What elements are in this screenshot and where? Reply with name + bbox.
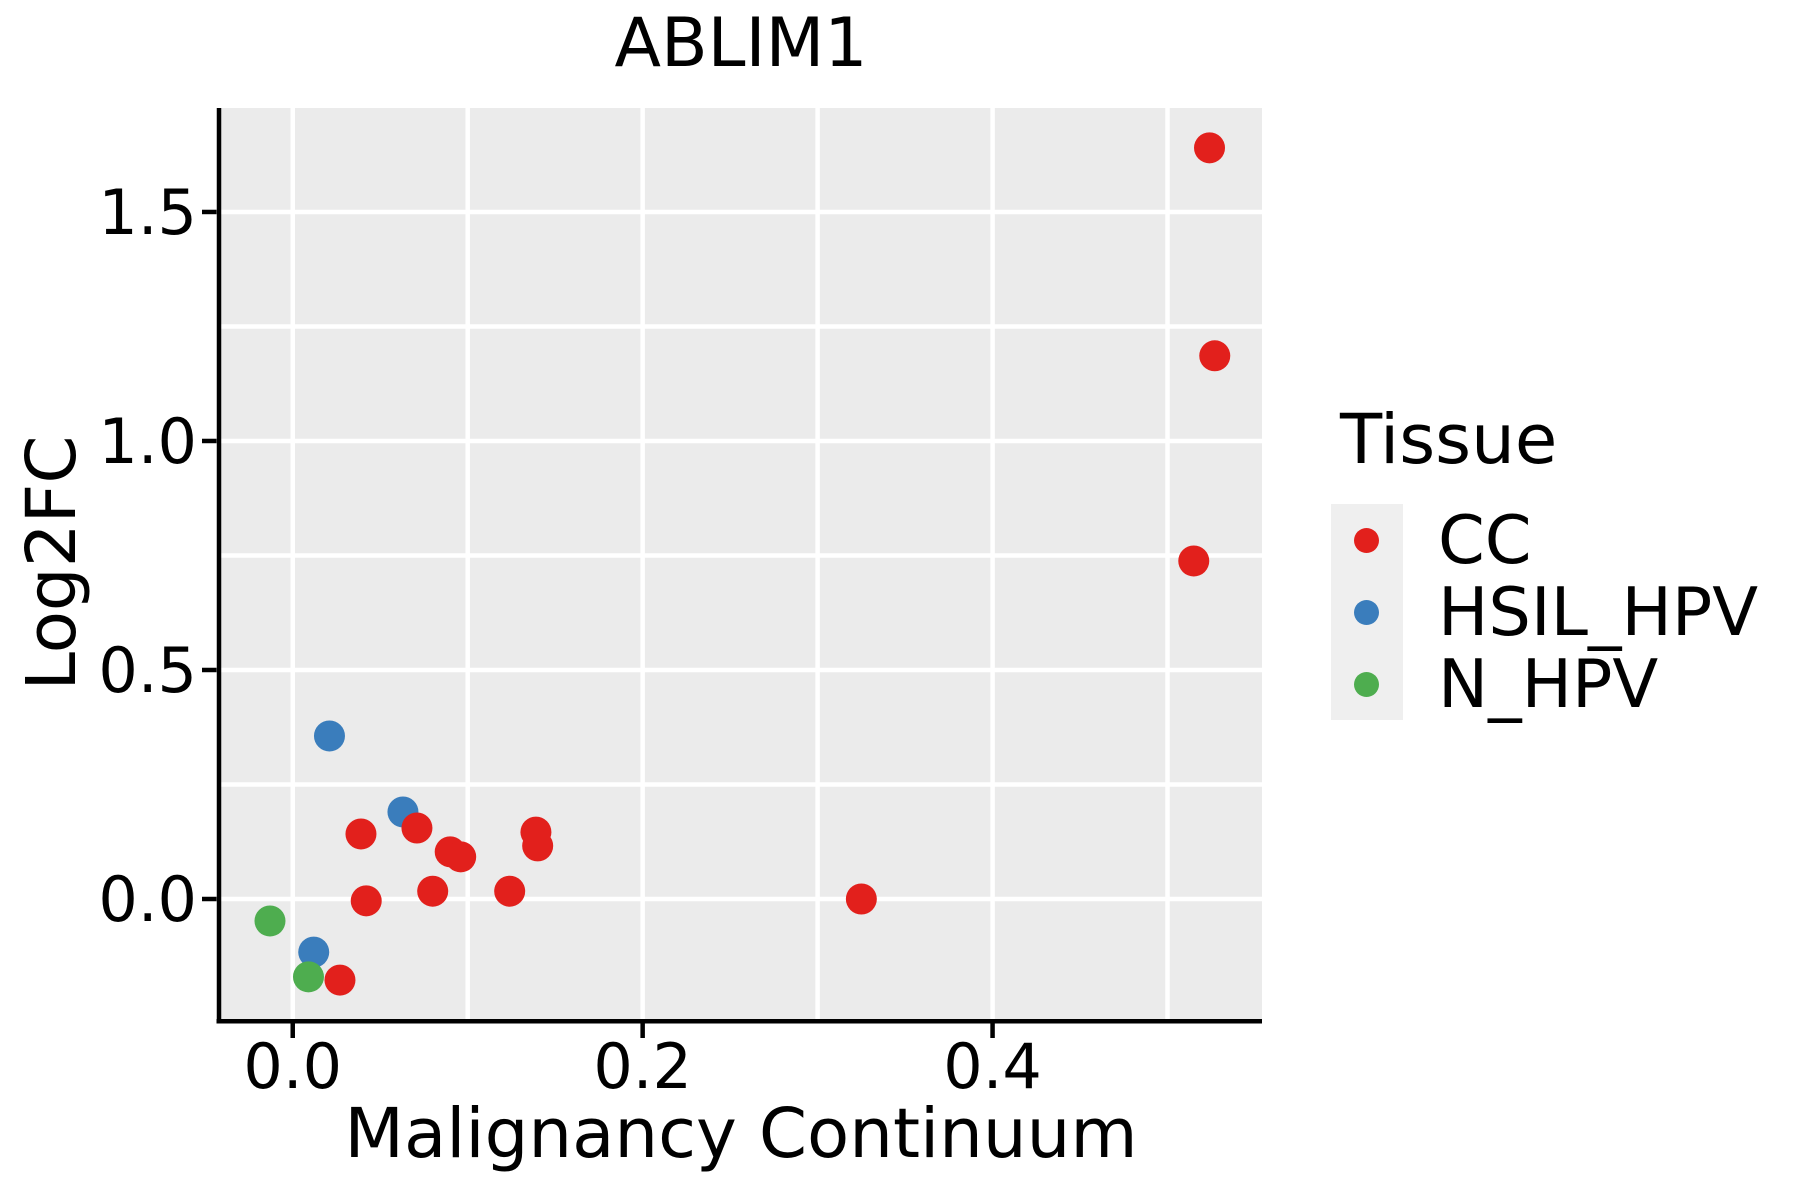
- point-CC: [522, 830, 554, 862]
- y-tick-label: 1.5: [98, 176, 197, 249]
- point-CC: [324, 964, 356, 996]
- y-tick-label: 0.5: [98, 634, 197, 707]
- point-CC: [345, 818, 377, 850]
- legend-title: Tissue: [1340, 400, 1558, 480]
- legend-item-n-hpv: N_HPV: [1331, 648, 1658, 720]
- y-tick-label: 0.0: [98, 863, 197, 936]
- point-CC: [445, 841, 477, 873]
- legend-item-cc: CC: [1331, 504, 1532, 576]
- y-axis-label: Log2FC: [12, 435, 92, 691]
- point-CC: [401, 812, 433, 844]
- point-HSIL_HPV: [313, 720, 345, 752]
- n-hpv-dot-icon: [1354, 671, 1379, 697]
- point-CC: [1194, 132, 1226, 164]
- legend-item-label: N_HPV: [1438, 645, 1659, 723]
- legend-item-hsil-hpv: HSIL_HPV: [1331, 576, 1758, 648]
- x-tick-label: 0.2: [593, 1030, 692, 1103]
- point-CC: [1199, 340, 1231, 372]
- chart-title: ABLIM1: [614, 4, 868, 83]
- cc-dot-icon: [1354, 527, 1379, 553]
- x-axis-label: Malignancy Continuum: [344, 1094, 1138, 1174]
- point-CC: [1178, 545, 1210, 577]
- y-tick-label: 1.0: [98, 405, 197, 478]
- legend-item-label: CC: [1438, 501, 1532, 579]
- legend-item-label: HSIL_HPV: [1438, 573, 1759, 651]
- plot-panel: [221, 108, 1262, 1019]
- point-CC: [417, 875, 449, 907]
- point-N_HPV: [254, 905, 286, 937]
- point-CC: [350, 885, 382, 917]
- hsil-hpv-dot-icon: [1354, 599, 1379, 625]
- point-CC: [494, 875, 526, 907]
- x-tick-label: 0.0: [243, 1030, 342, 1103]
- x-tick-label: 0.4: [943, 1030, 1042, 1103]
- point-N_HPV: [292, 961, 324, 993]
- legend: Tissue CC HSIL_HPV N_HPV: [1331, 398, 1800, 720]
- point-HSIL_HPV: [298, 936, 330, 968]
- point-CC: [845, 883, 877, 915]
